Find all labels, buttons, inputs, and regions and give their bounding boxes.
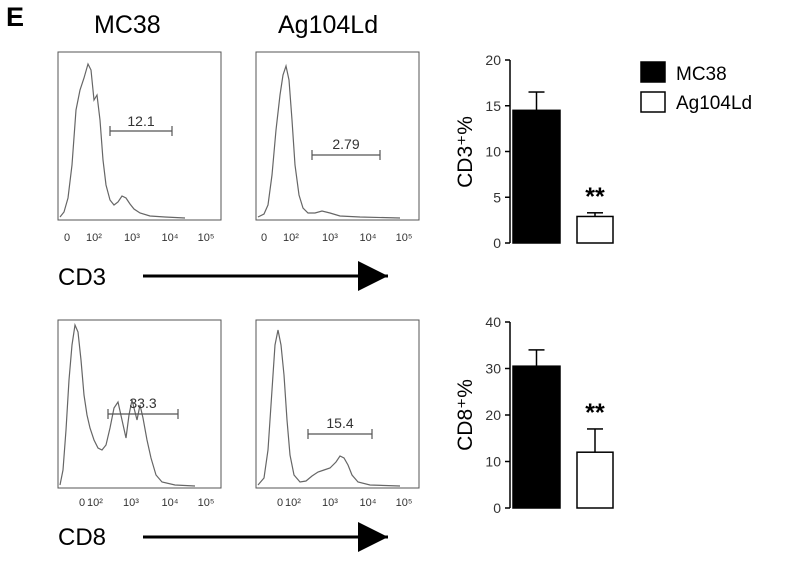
gate-value: 15.4 [326,415,353,431]
y-tick-label: 30 [485,361,501,377]
bar-ag104ld [576,215,614,244]
panel-label: E [6,2,25,32]
histogram-curve [59,62,186,219]
y-tick-label: 5 [493,189,501,205]
x-tick-label: 10⁵ [198,232,215,244]
histogram-curve [59,322,196,487]
y-axis-label: CD8⁺% [454,379,477,451]
y-axis-label: CD3⁺% [454,116,477,188]
bar-mc38 [512,109,561,244]
histogram-frame [57,51,222,221]
x-tick-label: 0 [261,232,267,244]
bar-mc38 [512,365,561,509]
histogram-cd8-mc38: 33.3 0 10² 10³ 10⁴ 10⁵ [57,319,222,509]
histogram-curve [257,329,401,487]
legend-swatch-mc38 [640,61,666,83]
histogram-curve [257,63,401,219]
x-tick-label: 10³ [123,497,139,509]
y-tick-label: 15 [485,98,501,114]
legend-label-ag104ld: Ag104Ld [676,93,752,114]
x-tick-label: 0 [277,497,283,509]
x-tick-label: 10⁵ [198,497,215,509]
legend: MC38 Ag104Ld [640,61,752,114]
y-tick-label: 0 [493,235,501,251]
bar-chart-cd8: 0 10 20 30 40 CD8⁺% ** [454,314,614,516]
x-tick-label: 10³ [124,232,140,244]
bar-ag104ld [576,451,614,509]
column-title-mc38: MC38 [94,11,161,39]
y-tick-label: 20 [485,52,501,68]
histogram-frame [57,319,222,489]
x-tick-label: 10² [283,232,299,244]
histogram-frame [255,319,420,489]
gate-value: 33.3 [129,395,156,411]
histogram-cd8-ag104ld: 15.4 0 10² 10³ 10⁴ 10⁵ [255,319,420,509]
x-tick-label: 10⁴ [360,232,377,244]
x-tick-label: 10² [86,232,102,244]
histogram-cd3-mc38: 12.1 0 10² 10³ 10⁴ 10⁵ [57,51,222,244]
bar-chart-cd3: 0 5 10 15 20 CD3⁺% ** [454,52,614,251]
y-tick-label: 0 [493,500,501,516]
x-tick-label: 10² [87,497,103,509]
axis-name-cd8: CD8 [58,524,106,551]
column-title-ag104ld: Ag104Ld [278,11,379,39]
x-tick-label: 10⁵ [396,497,413,509]
x-tick-label: 0 [64,232,70,244]
legend-swatch-ag104ld [640,91,666,113]
x-tick-label: 10² [285,497,301,509]
significance-marker: ** [585,399,605,427]
x-tick-label: 10⁴ [162,232,179,244]
x-tick-label: 10³ [322,497,338,509]
x-tick-label: 0 [79,497,85,509]
y-tick-label: 10 [485,454,501,470]
x-tick-label: 10⁵ [396,232,413,244]
x-tick-label: 10⁴ [360,497,377,509]
histogram-cd3-ag104ld: 2.79 0 10² 10³ 10⁴ 10⁵ [255,51,420,244]
y-tick-label: 40 [485,314,501,330]
significance-marker: ** [585,183,605,211]
histogram-frame [255,51,420,221]
y-tick-label: 10 [485,144,501,160]
legend-label-mc38: MC38 [676,64,727,85]
x-tick-label: 10⁴ [162,497,179,509]
axis-name-cd3: CD3 [58,264,106,291]
x-tick-label: 10³ [322,232,338,244]
gate-value: 2.79 [332,136,359,152]
gate-value: 12.1 [127,113,154,129]
y-tick-label: 20 [485,407,501,423]
